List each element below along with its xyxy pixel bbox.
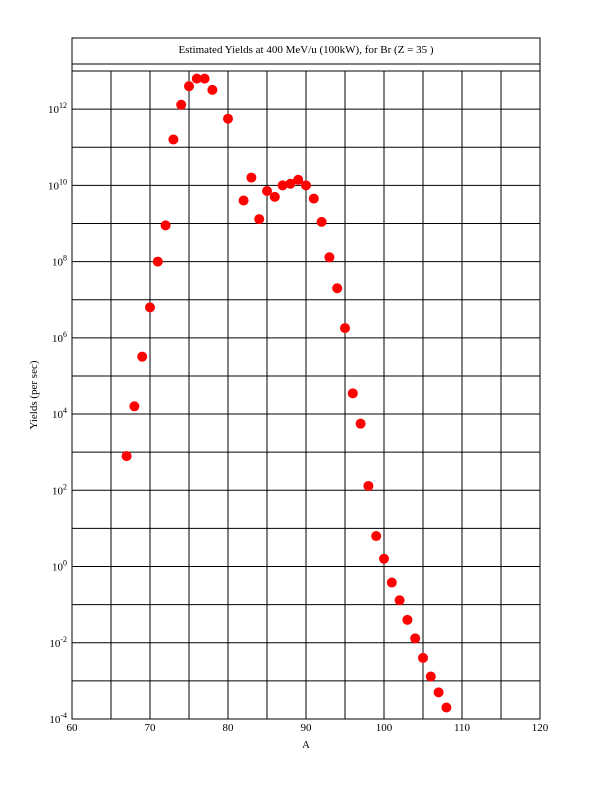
data-point: [293, 174, 304, 185]
y-tick-label: 10-4: [49, 711, 67, 726]
y-tick-base: 10: [52, 409, 64, 421]
x-tick-label: 120: [532, 722, 549, 734]
y-tick-label: 1012: [48, 101, 67, 116]
y-tick-base: 10: [49, 638, 61, 650]
data-point: [277, 180, 288, 191]
data-point: [168, 134, 179, 145]
data-point: [418, 652, 428, 663]
data-point: [410, 633, 421, 644]
y-tick-label: 1010: [48, 177, 67, 192]
data-point: [160, 220, 171, 231]
data-point: [386, 577, 397, 588]
x-tick-label: 90: [301, 722, 313, 734]
data-point: [402, 614, 413, 625]
data-point: [246, 172, 257, 183]
x-axis-ticks: 60 70 80 90 100 110 120: [67, 722, 549, 734]
y-tick-base: 10: [49, 714, 61, 726]
y-tick-label: 106: [52, 330, 67, 345]
y-tick-label: 10-2: [49, 635, 67, 650]
y-tick-label: 100: [52, 559, 67, 574]
y-tick-exponent: -2: [60, 635, 67, 644]
data-point: [363, 480, 374, 491]
data-point: [199, 73, 210, 84]
data-point: [262, 186, 272, 197]
data-point: [433, 687, 444, 698]
data-point: [340, 323, 350, 334]
y-tick-exponent: 8: [63, 254, 67, 263]
data-point: [254, 214, 265, 225]
data-point: [301, 180, 311, 191]
data-point: [347, 388, 358, 399]
y-tick-exponent: 10: [59, 177, 67, 186]
y-tick-base: 10: [48, 180, 60, 192]
y-axis-title: Yields (per sec): [28, 360, 40, 429]
data-point: [176, 99, 187, 110]
y-tick-label: 108: [52, 254, 67, 269]
x-axis-title: A: [302, 739, 310, 751]
y-tick-base: 10: [52, 333, 64, 345]
y-tick-exponent: 6: [63, 330, 67, 339]
data-point: [184, 81, 194, 92]
data-point: [129, 401, 140, 412]
y-tick-exponent: -4: [60, 711, 67, 720]
data-point: [324, 252, 335, 263]
y-tick-label: 102: [52, 482, 67, 497]
x-tick-label: 100: [376, 722, 393, 734]
data-point: [238, 195, 249, 206]
data-point: [441, 702, 452, 713]
data-point: [137, 351, 148, 362]
data-point: [223, 113, 233, 124]
y-tick-base: 10: [52, 257, 64, 269]
chart-title: Estimated Yields at 400 MeV/u (100kW), f…: [178, 44, 433, 56]
data-point: [145, 302, 155, 313]
data-point: [191, 73, 202, 84]
x-tick-label: 70: [145, 722, 157, 734]
data-point: [394, 595, 405, 606]
x-tick-label: 60: [67, 722, 79, 734]
data-points: [121, 73, 452, 713]
y-tick-base: 10: [52, 485, 64, 497]
data-point: [316, 216, 327, 227]
data-point: [379, 553, 389, 564]
y-tick-exponent: 2: [63, 482, 67, 491]
y-tick-exponent: 12: [59, 101, 67, 110]
x-tick-label: 110: [454, 722, 471, 734]
data-point: [425, 671, 436, 682]
y-tick-label: 104: [52, 406, 67, 421]
data-point: [371, 531, 382, 542]
data-point: [121, 451, 132, 462]
data-point: [152, 256, 163, 267]
data-point: [207, 84, 218, 95]
plot-frame: [71, 70, 541, 720]
data-point: [332, 283, 343, 294]
x-tick-label: 80: [223, 722, 235, 734]
y-tick-base: 10: [48, 104, 60, 116]
data-point: [308, 193, 319, 204]
data-point: [285, 178, 296, 189]
grid: [72, 71, 540, 719]
y-tick-exponent: 0: [63, 559, 67, 568]
y-tick-base: 10: [52, 562, 64, 574]
y-tick-exponent: 4: [63, 406, 67, 415]
data-point: [355, 418, 366, 429]
data-point: [269, 191, 280, 202]
